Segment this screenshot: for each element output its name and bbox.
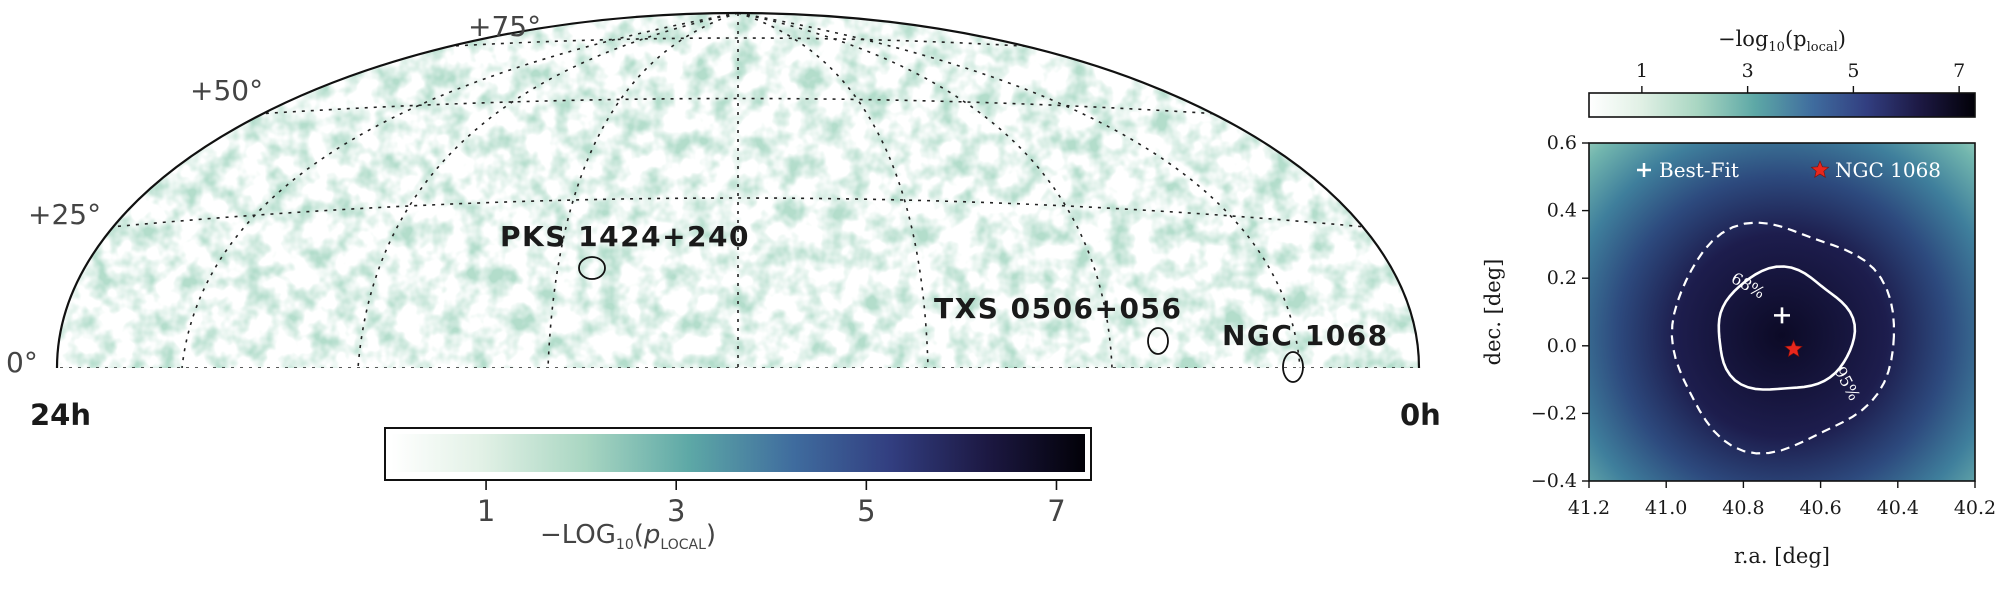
- legend-ngc1068: NGC 1068: [1835, 158, 1941, 182]
- sky-grid: [60, 13, 1418, 368]
- zoom-colorbar: −log10(plocal) 1 3 5 7: [1588, 27, 1976, 118]
- dec-label-25: +25°: [28, 198, 101, 231]
- source-marker-ngc1068: [1282, 351, 1304, 383]
- zoom-frame: [1588, 142, 1976, 482]
- zoom-xtick-label: 41.2: [1568, 497, 1610, 519]
- zoom-xtick-label: 40.4: [1877, 497, 1919, 519]
- zoom-colorbar-tick-label: 1: [1636, 60, 1648, 82]
- zoom-colorbar-label: −log10(plocal): [1718, 27, 1846, 55]
- sky-colorbar-tick-label: 5: [857, 494, 875, 528]
- ra-label-0h: 0h: [1400, 398, 1441, 432]
- sky-map: +75° +50° +25° 0° 24h 0h PKS 1424+240 TX…: [6, 10, 1441, 432]
- legend-plus-icon: [1637, 163, 1651, 177]
- sky-colorbar-tick-label: 1: [477, 494, 495, 528]
- dec-label-0: 0°: [6, 346, 38, 379]
- sky-colorbar-label: −LOG10(pLOCAL): [540, 520, 716, 553]
- zoom-colorbar-gradient: [1588, 92, 1976, 118]
- zoom-colorbar-tick-label: 7: [1953, 60, 1965, 82]
- sky-colorbar: 1 3 5 7 −LOG10(pLOCAL): [384, 427, 1092, 553]
- source-label-ngc1068: NGC 1068: [1222, 319, 1389, 352]
- best-fit-cross: [1774, 307, 1790, 324]
- source-marker-pks1424: [578, 256, 606, 280]
- sky-colorbar-ticks: 1 3 5 7: [477, 480, 1066, 528]
- zoom-xtick-label: 40.8: [1722, 497, 1764, 519]
- sky-colorbar-gradient: [391, 434, 1085, 472]
- zoom-ylabel: dec. [deg]: [1481, 259, 1505, 366]
- contour-68: [1717, 265, 1857, 391]
- best-fit-marker: [1774, 307, 1790, 324]
- dec-label-75: +75°: [468, 10, 541, 43]
- zoom-ytick-label: 0.4: [1547, 200, 1577, 222]
- zoom-xlabel: r.a. [deg]: [1734, 544, 1830, 568]
- zoom-ytick-label: 0.0: [1547, 335, 1577, 357]
- source-label-txs0506: TXS 0506+056: [934, 292, 1182, 325]
- sky-heatmap: [57, 13, 1419, 368]
- ngc1068-star: [1784, 339, 1803, 358]
- contour-95: [1670, 221, 1895, 455]
- zoom-ytick-label: −0.4: [1531, 470, 1577, 492]
- zoom-ytick-label: 0.2: [1547, 267, 1577, 289]
- sky-colorbar-tick-label: 7: [1047, 494, 1065, 528]
- zoom-axes: 41.2 41.0 40.8 40.6 40.4 40.2 −0.4 −0.2 0.0 0.2 0.…: [1531, 132, 1996, 519]
- legend-star-icon: [1810, 160, 1830, 178]
- zoom-xtick-label: 40.6: [1799, 497, 1841, 519]
- zoom-xtick-label: 40.2: [1954, 497, 1996, 519]
- zoom-legend: Best-Fit NGC 1068: [1637, 158, 1941, 182]
- source-marker-txs0506: [1147, 327, 1169, 355]
- zoom-colorbar-tick-label: 3: [1742, 60, 1754, 82]
- ra-label-24h: 24h: [30, 398, 91, 432]
- ngc1068-marker: [1784, 339, 1803, 358]
- zoom-colorbar-ticks: 1 3 5 7: [1636, 60, 1965, 93]
- zoom-xtick-label: 41.0: [1645, 497, 1687, 519]
- zoom-ytick-label: 0.6: [1547, 132, 1577, 154]
- dec-label-50: +50°: [190, 74, 263, 107]
- zoom-panel: 68% 95% Best-Fit NGC 1068 41.2 41.0 40.8 40…: [1481, 132, 1996, 568]
- sky-colorbar-tick-label: 3: [667, 494, 685, 528]
- zoom-ytick-label: −0.2: [1531, 402, 1577, 424]
- source-label-pks1424: PKS 1424+240: [500, 220, 750, 253]
- legend-best-fit: Best-Fit: [1659, 158, 1739, 182]
- sky-boundary: [55, 11, 1421, 369]
- zoom-colorbar-tick-label: 5: [1847, 60, 1859, 82]
